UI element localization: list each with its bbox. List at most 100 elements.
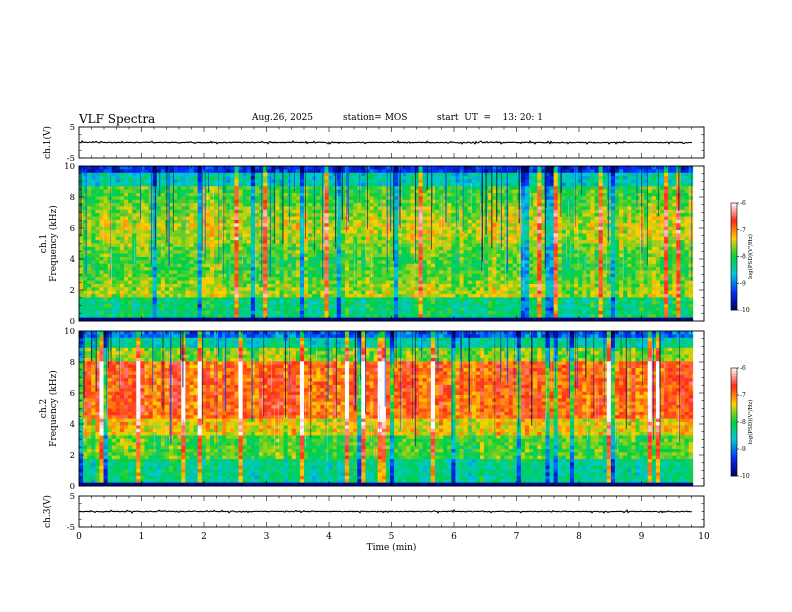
ch1-spectrogram-cell [389,256,395,261]
ch1-spectrogram-cell [128,223,133,228]
ch1-spectrogram-cell [410,186,415,190]
ch1-spectrogram-cell [357,209,362,214]
ch1-spectrogram-cell [496,240,501,244]
ch1-spectrogram-cell [324,300,329,305]
ch1-spectrogram-cell [267,314,272,319]
ch1-spectrogram-cell [389,206,395,211]
ch1-spectrogram-cell [128,240,133,244]
ch1-spectrogram-cell [312,297,317,302]
ch1-spectrogram-cell [324,233,329,238]
ch1-spectrogram-cell [459,182,465,187]
ch1-spectrogram-cell [430,267,436,271]
ch1-spectrogram-cell [377,297,383,302]
ch1-spectrogram-cell [389,250,395,255]
ch1-spectrogram-cell [504,317,510,322]
ch1-spectrogram-cell [222,256,227,261]
ch1-spectrogram-cell [418,300,424,305]
ch1-spectrogram-cell [136,233,141,238]
ch1-spectrogram-cell [439,270,444,275]
ch1-spectrogram-cell [148,263,154,268]
ch1-spectrogram-cell [308,192,313,197]
ch1-spectrogram-cell [259,294,264,298]
ch1-spectrogram-cell [177,169,182,174]
ch1-spectrogram-cell [459,233,465,238]
ch1-spectrogram-cell [418,203,424,207]
ch1-spectrogram-cell [140,236,145,241]
ch1-spectrogram-cell [181,209,186,214]
ch1-spectrogram-cell [328,182,334,187]
ch1-spectrogram-cell [87,273,92,278]
ch1-spectrogram-cell [242,179,248,184]
ch1-spectrogram-cell [99,203,104,207]
ch1-spectrogram-cell [271,172,276,177]
ch1-spectrogram-cell [115,203,121,207]
ch1-spectrogram-cell [406,233,411,238]
ch1-spectrogram-cell [508,219,514,224]
ch1-spectrogram-cell [340,172,346,177]
ch1-spectrogram-cell [439,243,444,248]
ch1-spectrogram-cell [422,233,428,238]
ch1-spectrogram-cell [201,260,207,265]
ch1-spectrogram-cell [361,233,366,238]
ch1-spectrogram-cell [156,256,162,261]
ch1-spectrogram-cell [99,317,104,322]
ch1-spectrogram-cell [148,270,154,275]
ch1-spectrogram-cell [299,209,305,214]
ch1-spectrogram-cell [287,307,293,312]
ch1-spectrogram-cell [344,294,350,298]
ch1-spectrogram-cell [340,219,346,224]
ch1-spectrogram-cell [361,277,366,281]
ch1-spectrogram-cell [426,243,432,248]
ch1-spectrogram-cell [357,310,362,315]
ch1-spectrogram-cell [214,250,219,255]
ch1-spectrogram-cell [500,182,505,187]
ch1-spectrogram-cell [459,287,465,292]
ch1-spectrogram-cell [512,176,518,180]
ch1-spectrogram-cell [222,166,227,170]
ch1-spectrogram-cell [385,287,391,292]
ch1-spectrogram-cell [144,172,149,177]
ch1-spectrogram-cell [209,307,215,312]
ch1-spectrogram-cell [463,263,469,268]
ch1-spectrogram-cell [95,209,100,214]
ch1-spectrogram-cell [234,230,239,234]
ch1-spectrogram-cell [467,277,473,281]
ch1-spectrogram-cell [128,172,133,177]
ch1-spectrogram-cell [422,226,428,231]
ch1-spectrogram-cell [209,317,215,322]
ch1-spectrogram-cell [218,307,223,312]
ch1-spectrogram-cell [344,307,350,312]
ch1-spectrogram-cell [107,273,113,278]
ch1-spectrogram-cell [463,226,469,231]
ch1-spectrogram-cell [467,283,473,288]
ch1-spectrogram-cell [410,310,415,315]
ch1-spectrogram-cell [222,267,227,271]
ch1-spectrogram-cell [492,314,497,319]
ch1-spectrogram-cell [455,199,460,204]
ch1-spectrogram-cell [353,199,358,204]
ch1-spectrogram-cell [218,256,223,261]
ch1-spectrogram-cell [324,294,329,298]
ch1-spectrogram-cell [263,189,268,194]
ch1-spectrogram-cell [508,192,514,197]
ch1-spectrogram-cell [361,196,366,201]
ch1-spectrogram-cell [328,236,334,241]
ch1-spectrogram-cell [475,300,481,305]
ch1-spectrogram-cell [222,246,227,251]
ch1-spectrogram-cell [430,186,436,190]
ch1-spectrogram-cell [193,283,199,288]
ch1-spectrogram-cell [373,186,379,190]
ch1-spectrogram-cell [263,280,268,285]
ch1-spectrogram-cell [267,230,272,234]
ch1-spectrogram-cell [496,317,501,322]
ch1-spectrogram-cell [132,246,137,251]
ch1-spectrogram-cell [459,196,465,201]
ch1-spectrogram-cell [209,236,215,241]
ch1-spectrogram-cell [185,277,190,281]
ch1-spectrogram-cell [418,273,424,278]
ch1-spectrogram-cell [447,196,452,201]
ch1-spectrogram-cell [95,300,100,305]
ch1-spectrogram-cell [279,169,284,174]
ch1-spectrogram-cell [164,250,170,255]
ch1-spectrogram-cell [209,169,215,174]
